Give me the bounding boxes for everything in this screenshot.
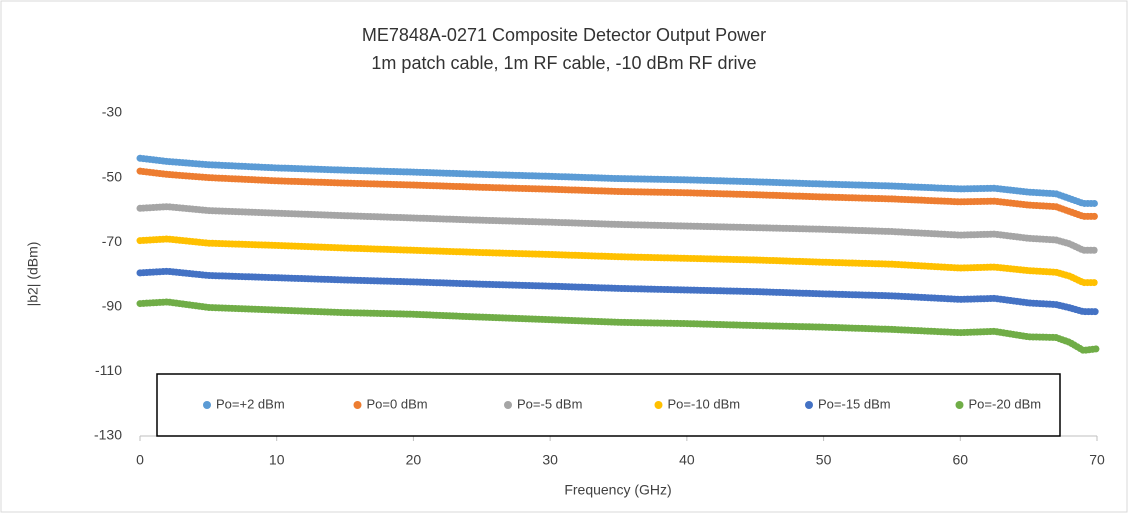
x-tick-label: 10 (269, 452, 285, 468)
chart-subtitle: 1m patch cable, 1m RF cable, -10 dBm RF … (371, 53, 756, 73)
legend-label: Po=-10 dBm (668, 396, 741, 411)
y-tick-label: -90 (102, 298, 122, 314)
legend-marker (203, 401, 211, 409)
chart-title: ME7848A-0271 Composite Detector Output P… (362, 25, 766, 45)
legend-marker (654, 401, 663, 409)
y-tick-label: -130 (94, 427, 122, 443)
y-tick-label: -70 (102, 233, 122, 249)
legend-label: Po=0 dBm (367, 396, 428, 411)
series-core (139, 236, 1097, 286)
x-tick-label: 20 (406, 452, 422, 468)
legend-label: Po=+2 dBm (216, 396, 285, 411)
legend-box (156, 373, 1061, 437)
legend-marker (955, 401, 964, 409)
legend-marker (504, 401, 512, 409)
x-tick-label: 70 (1089, 452, 1105, 468)
y-axis-label: |b2| (dBm) (25, 242, 41, 307)
y-tick-label: -110 (95, 362, 122, 378)
x-tick-label: 0 (136, 452, 144, 468)
legend-marker (353, 401, 362, 409)
y-tick-label: -30 (102, 104, 122, 120)
series-core (139, 204, 1097, 253)
series-core (139, 299, 1098, 353)
legend-label: Po=-15 dBm (818, 396, 891, 411)
x-tick-label: 40 (679, 452, 695, 468)
x-tick-label: 60 (952, 452, 968, 468)
x-axis-label: Frequency (GHz) (564, 482, 671, 498)
series-core (139, 168, 1097, 219)
series-core (139, 268, 1097, 315)
legend-marker (805, 401, 813, 409)
x-tick-label: 30 (542, 452, 558, 468)
y-tick-label: -50 (102, 168, 122, 184)
x-tick-label: 50 (816, 452, 832, 468)
legend-label: Po=-5 dBm (517, 396, 582, 411)
series-core (139, 155, 1097, 206)
legend-label: Po=-20 dBm (969, 396, 1042, 411)
